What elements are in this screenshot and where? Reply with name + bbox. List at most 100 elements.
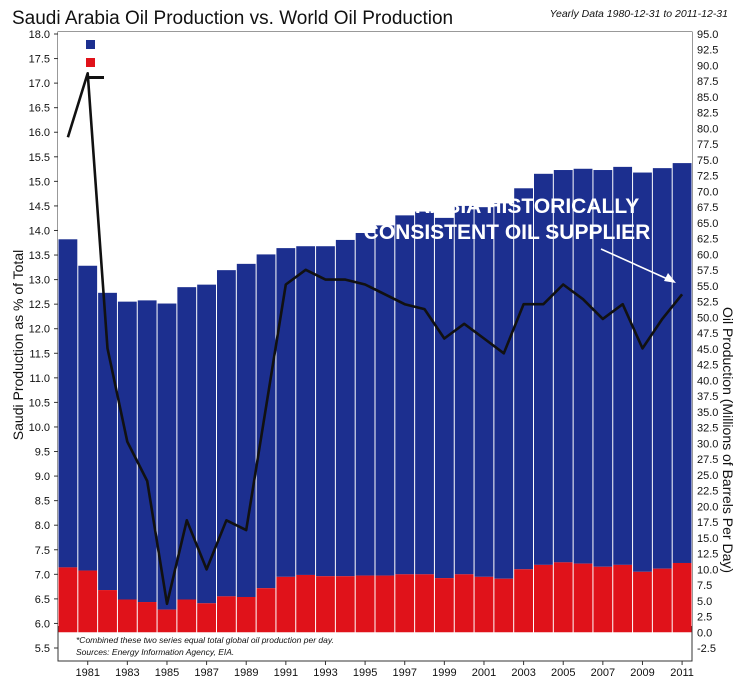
saudi-production-bar-1990	[256, 588, 276, 633]
global-supply-bar-1991	[276, 248, 296, 577]
left-tick-label: 18.0	[29, 29, 50, 41]
left-tick-label: 10.0	[29, 422, 50, 434]
right-tick-label: 32.5	[697, 423, 718, 435]
saudi-production-bar-2011	[672, 562, 692, 633]
chart-title: Saudi Arabia Oil Production vs. World Oi…	[12, 8, 453, 29]
left-tick-label: 6.0	[35, 618, 50, 630]
legend-label-share: Saudi Arabia Oil Production as % of Glob…	[108, 72, 361, 84]
right-tick-label: 87.5	[697, 76, 718, 88]
x-tick-label: 1999	[432, 667, 456, 679]
saudi-production-bar-1984	[137, 602, 157, 633]
x-tick-label: 1997	[392, 667, 416, 679]
right-tick-label: 75.0	[697, 155, 718, 167]
right-tick-label: 62.5	[697, 234, 718, 246]
left-tick-label: 9.0	[35, 471, 50, 483]
left-tick-label: 5.5	[35, 643, 50, 655]
saudi-production-bar-1999	[434, 578, 454, 633]
global-supply-bar-1985	[157, 303, 177, 610]
x-tick-label: 1989	[234, 667, 258, 679]
left-axis-ticks: 5.5 6.0 6.5 7.0 7.5 8.0 8.5 9.0 9.5 10.0 10.5 11.0 1…	[29, 29, 58, 655]
global-supply-bar-2004	[534, 173, 553, 565]
saudi-production-bar-2002	[494, 578, 514, 633]
saudi-production-bar-2010	[652, 568, 672, 633]
left-tick-label: 15.5	[29, 152, 50, 164]
saudi-production-bar-1992	[296, 574, 316, 633]
annotation-arrowhead	[664, 273, 676, 283]
annotation-line-2: CONSISTENT OIL SUPPLIER	[364, 221, 651, 244]
right-tick-label: 20.0	[697, 501, 718, 513]
right-tick-label: 35.0	[697, 407, 718, 419]
saudi-production-bar-1985	[157, 609, 177, 633]
right-tick-label: 50.0	[697, 312, 718, 324]
x-tick-label: 2007	[591, 667, 615, 679]
left-tick-label: 17.0	[29, 78, 50, 90]
saudi-production-bar-1989	[236, 596, 256, 633]
global-supply-bar-1994	[335, 239, 355, 577]
left-tick-label: 16.0	[29, 127, 50, 139]
x-tick-label: 1981	[75, 667, 99, 679]
right-tick-label: 82.5	[697, 108, 718, 120]
annotation-arrow	[600, 248, 673, 282]
global-supply-bar-2011	[672, 163, 692, 563]
saudi-production-bar-1982	[98, 590, 117, 633]
left-tick-label: 13.0	[29, 275, 50, 287]
saudi-production-bar-2000	[454, 574, 474, 633]
right-tick-label: 10.0	[697, 564, 718, 576]
right-tick-label: 0.0	[697, 627, 712, 639]
global-supply-bar-2006	[573, 168, 593, 564]
left-tick-label: 14.0	[29, 225, 50, 237]
saudi-production-bar-1991	[276, 576, 296, 633]
saudi-production-bar-1980	[58, 567, 78, 633]
global-supply-bar-2002	[494, 203, 514, 579]
x-tick-label: 2009	[630, 667, 654, 679]
right-tick-label: 52.5	[697, 297, 718, 309]
legend-swatch-global	[86, 40, 95, 49]
global-supply-bar-2001	[474, 207, 494, 577]
right-tick-label: 40.0	[697, 375, 718, 387]
left-tick-label: 10.5	[29, 397, 50, 409]
left-tick-label: 12.5	[29, 299, 50, 311]
global-supply-bar-1980	[58, 239, 78, 568]
legend-swatch-share	[86, 76, 104, 79]
x-tick-label: 1993	[313, 667, 337, 679]
saudi-production-bar-1987	[197, 603, 216, 633]
left-tick-label: 15.0	[29, 176, 50, 188]
saudi-production-bar-2007	[593, 566, 613, 633]
saudi-production-bar-2005	[553, 562, 573, 633]
global-supply-bar-2010	[652, 168, 672, 569]
saudi-production-bar-1993	[316, 576, 335, 633]
global-supply-bar-1998	[415, 211, 434, 575]
right-tick-label: 25.0	[697, 470, 718, 482]
saudi-production-bars	[58, 562, 692, 633]
left-tick-label: 8.5	[35, 496, 50, 508]
left-tick-label: 11.5	[29, 348, 50, 360]
right-tick-label: 30.0	[697, 438, 718, 450]
global-supply-bar-1996	[375, 225, 395, 576]
x-tick-label: 2011	[670, 667, 694, 679]
legend-label-saudi: Saudi Arabia Oil Production*	[100, 57, 233, 69]
annotation-line-1: S. ARABIA HISTORICALLY	[375, 195, 639, 218]
left-tick-label: 8.0	[35, 520, 50, 532]
left-tick-label: 12.0	[29, 324, 50, 336]
saudi-production-bar-2008	[613, 564, 633, 633]
left-axis-label: Saudi Production as % of Total	[10, 250, 26, 440]
left-tick-label: 11.0	[29, 373, 50, 385]
x-tick-label: 1991	[274, 667, 298, 679]
right-tick-label: 27.5	[697, 454, 718, 466]
right-tick-label: 45.0	[697, 344, 718, 356]
saudi-share-line-layer	[66, 72, 684, 606]
right-tick-label: 80.0	[697, 123, 718, 135]
global-supply-bar-2007	[593, 170, 613, 567]
global-supply-bar-1997	[395, 215, 415, 575]
chart-subtitle: Yearly Data 1980-12-31 to 2011-12-31	[550, 8, 728, 20]
right-tick-label: 15.0	[697, 533, 718, 545]
global-supply-bar-2008	[613, 166, 633, 565]
global-supply-bar-1990	[256, 254, 276, 589]
right-tick-label: 12.5	[697, 549, 718, 561]
x-axis-ticks: 1981 1983 1985 1987 1989 1991 1993 1995 1997 1999…	[75, 661, 694, 679]
saudi-production-bar-1998	[415, 574, 434, 633]
saudi-production-bar-2004	[534, 564, 553, 633]
left-tick-label: 7.5	[35, 545, 50, 557]
right-tick-label: 42.5	[697, 360, 718, 372]
